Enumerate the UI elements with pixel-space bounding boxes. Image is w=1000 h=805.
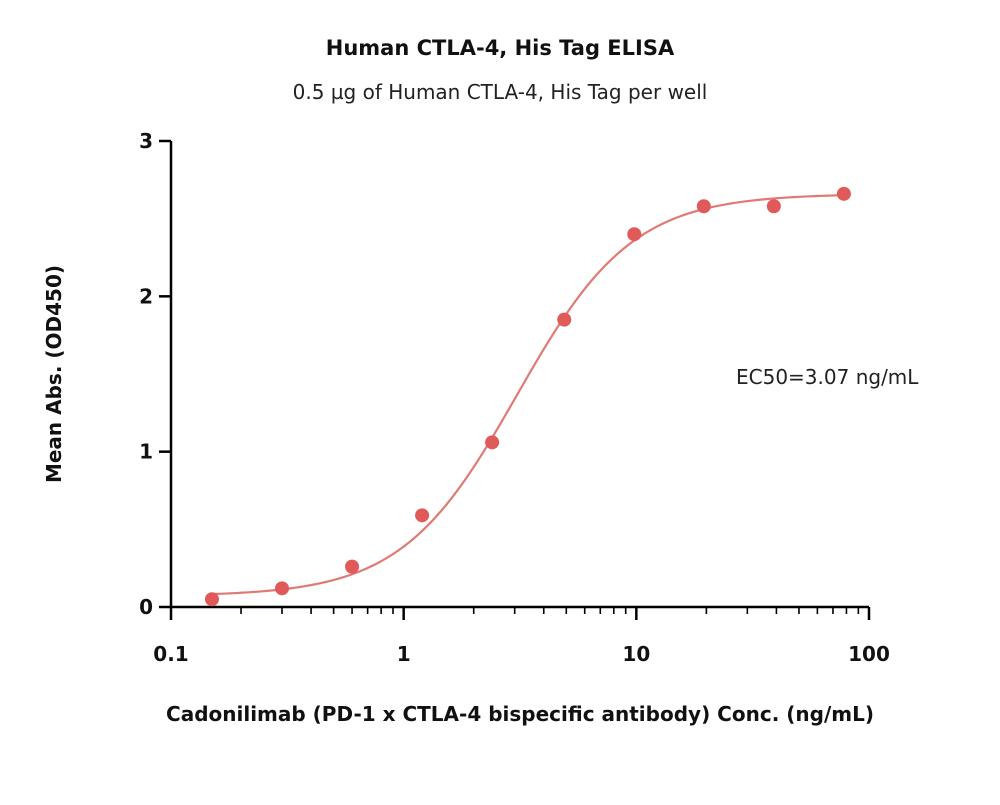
data-point (275, 581, 290, 596)
data-point (836, 186, 851, 201)
data-points (204, 186, 851, 607)
y-tick-label: 3 (139, 129, 153, 153)
data-point (696, 199, 711, 214)
x-tick-label: 1 (397, 642, 411, 666)
y-ticks: 0 1 2 3 (139, 129, 171, 619)
data-point (204, 592, 219, 607)
chart-subtitle: 0.5 µg of Human CTLA-4, His Tag per well (292, 80, 708, 104)
ec50-annotation: EC50=3.07 ng/mL (736, 365, 919, 389)
x-axis-label: Cadonilimab (PD-1 x CTLA-4 bispecific an… (166, 702, 874, 726)
x-tick-label: 100 (848, 642, 890, 666)
fit-curve (211, 194, 844, 596)
data-point (485, 435, 500, 450)
y-tick-label: 1 (139, 440, 153, 464)
y-axis-label: Mean Abs. (OD450) (42, 265, 66, 483)
chart-title: Human CTLA-4, His Tag ELISA (325, 36, 675, 60)
y-tick-label: 0 (139, 595, 153, 619)
data-point (415, 508, 430, 523)
y-tick-label: 2 (139, 284, 153, 308)
x-tick-label: 0.1 (153, 642, 188, 666)
data-point (557, 312, 572, 327)
x-ticks: 0.1 1 10 100 (153, 607, 890, 666)
data-point (345, 559, 360, 574)
data-point (627, 227, 642, 242)
x-tick-label: 10 (622, 642, 650, 666)
data-point (766, 199, 781, 214)
